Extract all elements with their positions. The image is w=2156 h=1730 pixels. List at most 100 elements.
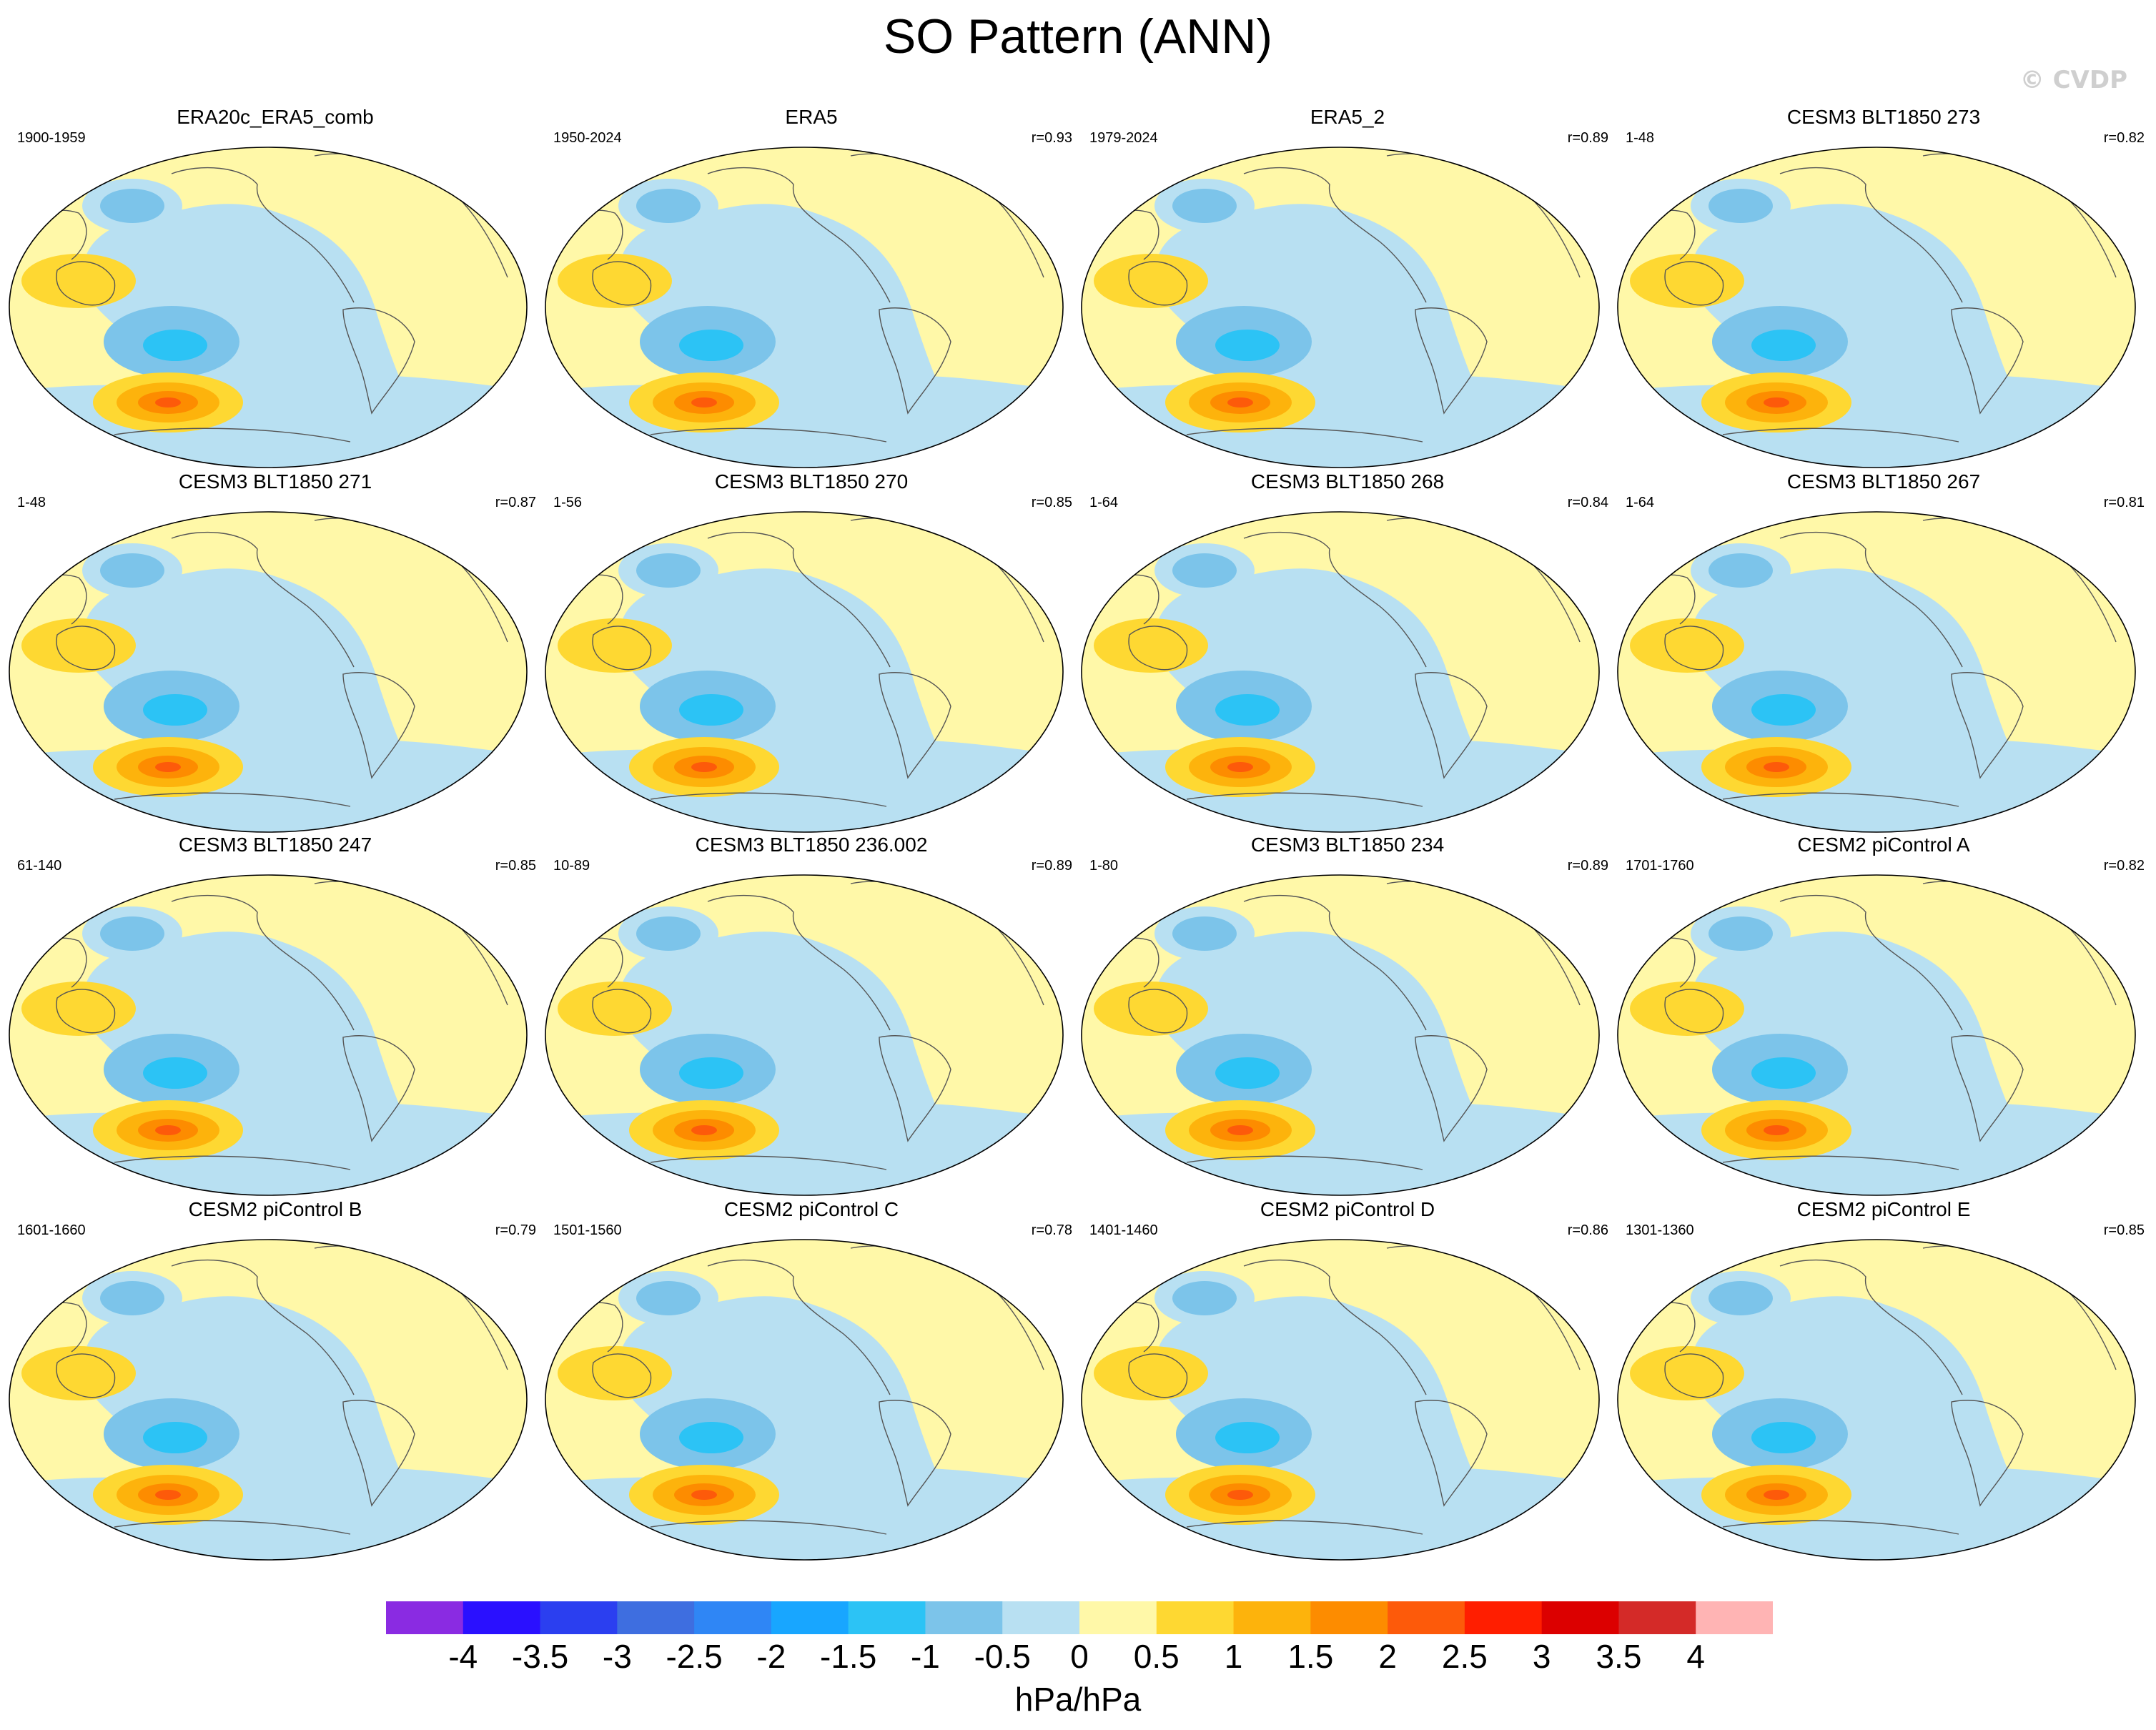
colorbar-tick-label: 0 [1070,1638,1089,1675]
coastline [592,261,652,306]
panel-correlation: r=0.86 [1567,1222,1608,1238]
so-pattern-field [545,147,1063,468]
coastline [1722,427,1959,443]
so-pattern-field [1082,875,1599,1195]
coastline [879,1035,951,1142]
coastline [171,531,355,668]
colorbar-tick-label: 3.5 [1596,1638,1642,1675]
map-boundary [9,511,528,833]
colorbar-tick-label: -3.5 [511,1638,569,1675]
coastline [879,1400,951,1507]
coastline [342,1035,415,1142]
coastline [114,1155,351,1170]
coastline [342,307,415,415]
panel-map [545,511,1064,833]
coastline [1415,1035,1488,1142]
colorbar-tick-label: -3 [602,1638,632,1675]
map-panel: ERA5 1950-2024 r=0.93 [543,106,1079,468]
panel-map [545,874,1064,1196]
colorbar-swatch [463,1601,541,1634]
panel-period: 1701-1760 [1626,858,1694,874]
coastline [1128,626,1188,671]
map-boundary [1617,511,2136,833]
panel-title: ERA20c_ERA5_comb [177,106,374,128]
panel-period: 1950-2024 [553,130,622,146]
map-panel: CESM2 piControl E 1301-1360 r=0.85 [1616,1198,2152,1561]
panel-title: CESM3 BLT1850 247 [178,834,372,856]
coastline [114,792,351,807]
coastline [592,626,652,671]
coastline [1664,261,1724,306]
map-panel: ERA20c_ERA5_comb 1900-1959 [7,106,543,468]
so-pattern-field [1618,1240,2135,1560]
panel-map [545,1239,1064,1561]
panel-correlation: r=0.78 [1031,1222,1072,1238]
panel-map [9,147,528,468]
panel-period: 1979-2024 [1089,130,1158,146]
so-pattern-field [545,875,1063,1195]
map-boundary [1081,1239,1600,1561]
colorbar-tick-label: 1 [1224,1638,1243,1675]
map-boundary [545,874,1064,1196]
colorbar-swatch [1541,1601,1619,1634]
panel-period: 1-64 [1626,495,1655,510]
panel-title: CESM3 BLT1850 234 [1250,834,1445,856]
coastline [1722,1520,1959,1535]
panel-correlation: r=0.85 [2103,1222,2145,1238]
map-boundary [9,147,528,468]
panel-correlation: r=0.84 [1567,495,1608,510]
panel-correlation: r=0.89 [1031,858,1072,874]
map-panel: CESM3 BLT1850 234 1-80 r=0.89 [1079,834,1616,1196]
coastline [56,989,116,1034]
panel-period: 10-89 [553,858,590,874]
so-pattern-field [9,1240,527,1560]
coastline [707,894,891,1031]
colorbar-tick-label: 4 [1686,1638,1706,1675]
so-pattern-field [9,875,527,1195]
colorbar-swatch [925,1601,1003,1634]
panel-period: 1-48 [17,495,46,510]
colorbar-tick-label: -4 [448,1638,478,1675]
coastline [342,1400,415,1507]
so-pattern-field [1082,1240,1599,1560]
panel-period: 1-64 [1089,495,1119,510]
map-panel: ERA5_2 1979-2024 r=0.89 [1079,106,1616,468]
so-pattern-field [1082,512,1599,832]
panel-map [1617,511,2136,833]
colorbar-swatch [1618,1601,1696,1634]
colorbar-swatch [1388,1601,1465,1634]
coastline [171,894,355,1031]
panel-correlation: r=0.89 [1567,858,1608,874]
colorbar-swatch [1156,1601,1235,1634]
panel-correlation: r=0.89 [1567,130,1608,146]
panel-period: 1301-1360 [1626,1222,1694,1238]
map-panel: CESM3 BLT1850 271 1-48 r=0.87 [7,470,543,833]
colorbar-swatch [1002,1601,1080,1634]
panel-map [1081,874,1600,1196]
coastline [1415,1400,1488,1507]
panel-correlation: r=0.79 [495,1222,536,1238]
panel-title: CESM3 BLT1850 273 [1786,106,1981,128]
colorbar-tick-label: 2.5 [1441,1638,1488,1675]
map-panel: CESM2 piControl D 1401-1460 r=0.86 [1079,1198,1616,1561]
coastline [1415,307,1488,415]
coastline [56,261,116,306]
coastline [707,167,891,303]
colorbar-swatch [1310,1601,1388,1634]
map-boundary [9,874,528,1196]
colorbar-tick-label: -2.5 [666,1638,723,1675]
map-boundary [9,1239,528,1561]
map-boundary [1081,511,1600,833]
panel-correlation: r=0.82 [2103,858,2145,874]
coastline [1186,427,1423,443]
so-pattern-field [1618,875,2135,1195]
panel-map [1081,511,1600,833]
colorbar-swatch [694,1601,772,1634]
panel-correlation: r=0.93 [1031,130,1072,146]
panel-correlation: r=0.81 [2103,495,2145,510]
coastline [1186,792,1423,807]
coastline [1243,167,1427,303]
colorbar-swatch [617,1601,695,1634]
colorbar-swatch [771,1601,849,1634]
map-panel: CESM3 BLT1850 273 1-48 r=0.82 [1616,106,2152,468]
